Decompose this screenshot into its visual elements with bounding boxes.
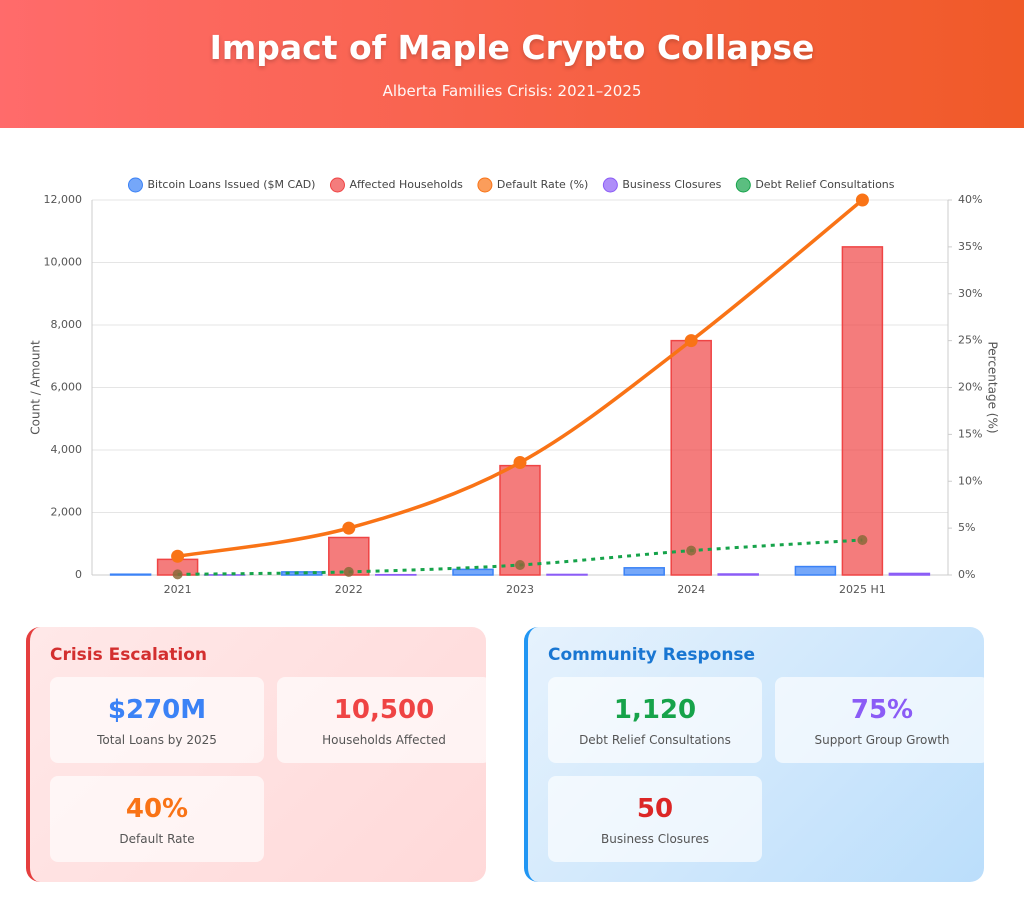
y-tick-label: 8,000 <box>51 318 83 331</box>
stat-label: Households Affected <box>322 733 446 747</box>
point <box>171 549 185 563</box>
legend-marker <box>127 177 143 193</box>
bar <box>499 464 541 576</box>
legend-marker <box>735 177 751 193</box>
title: Impact of Maple Crypto Collapse <box>209 28 815 67</box>
x-tick-label: 2024 <box>677 583 705 596</box>
stat-label: Total Loans by 2025 <box>97 733 217 747</box>
stat-value: $270M <box>107 695 207 725</box>
y2-tick-label: 10% <box>958 474 982 487</box>
stat-card: 75% Support Group Growth <box>775 677 989 763</box>
point <box>515 560 525 570</box>
x-tick-label: 2022 <box>335 583 363 596</box>
point <box>172 569 183 580</box>
stat-value: 50 <box>636 794 674 824</box>
panel-title: Community Response <box>548 645 756 665</box>
panel-title: Crisis Escalation <box>50 645 207 665</box>
stat-label: Business Closures <box>601 832 709 846</box>
header: Impact of Maple Crypto Collapse Alberta … <box>0 0 1024 128</box>
point <box>686 545 697 556</box>
legend-marker <box>602 177 618 193</box>
bar <box>623 567 665 576</box>
y-tick-label: 12,000 <box>44 193 83 206</box>
stat-card: 10,500 Households Affected <box>277 677 491 763</box>
y-tick-label: 6,000 <box>51 381 83 394</box>
legend-label: Affected Households <box>349 178 463 191</box>
point <box>513 456 527 469</box>
stat-label: Support Group Growth <box>814 733 950 747</box>
y2-tick-label: 20% <box>958 381 982 394</box>
card-grid: 1,120 Debt Relief Consultations 75% Support… <box>548 677 989 862</box>
bar <box>109 573 152 576</box>
y-tick-label: 0 <box>75 568 82 581</box>
stat-card: 40% Default Rate <box>50 776 264 862</box>
legend-label: Debt Relief Consultations <box>755 178 894 191</box>
legend-label: Default Rate (%) <box>497 178 588 191</box>
x-tick-label: 2023 <box>506 583 534 596</box>
y-axis-title: Count / Amount <box>29 340 43 435</box>
point <box>342 521 356 535</box>
x-tick-label: 2025 H1 <box>839 583 886 596</box>
stat-value: 10,500 <box>333 695 435 725</box>
stat-card: 1,120 Debt Relief Consultations <box>548 677 762 763</box>
y2-tick-label: 40% <box>958 193 982 206</box>
y2-tick-label: 0% <box>958 568 975 581</box>
bar <box>717 573 759 576</box>
point <box>857 535 868 545</box>
panel: Community Response 1,120 Debt Relief Consu… <box>524 627 989 882</box>
legend-marker <box>329 177 345 193</box>
legend-marker <box>477 177 493 193</box>
bar <box>888 572 931 576</box>
stat-value: 40% <box>125 794 189 824</box>
stat-value: 1,120 <box>613 695 697 725</box>
legend-label: Business Closures <box>622 178 721 191</box>
y2-tick-label: 35% <box>958 240 982 253</box>
y-tick-label: 4,000 <box>51 443 83 456</box>
stat-card: $270M Total Loans by 2025 <box>50 677 264 763</box>
point <box>343 566 354 577</box>
stat-card: 50 Business Closures <box>548 776 762 862</box>
y2-tick-label: 30% <box>958 287 982 300</box>
bar <box>794 565 837 576</box>
y-tick-label: 2,000 <box>51 506 83 519</box>
point <box>855 193 869 207</box>
card-grid: $270M Total Loans by 2025 10,500 Households… <box>50 677 491 862</box>
point <box>684 334 698 348</box>
y2-tick-label: 25% <box>958 334 982 347</box>
y-tick-label: 10,000 <box>44 256 83 269</box>
legend-label: Bitcoin Loans Issued ($M CAD) <box>147 178 315 191</box>
y2-axis-title: Percentage (%) <box>986 341 1000 433</box>
chart: 0 2,000 4,000 6,000 8,000 10,000 12,000 0% 5% 10%… <box>29 177 1000 596</box>
bar <box>452 568 494 576</box>
y2-tick-label: 5% <box>958 521 975 534</box>
bar <box>670 339 712 576</box>
bar <box>841 246 884 576</box>
stat-label: Debt Relief Consultations <box>579 733 731 747</box>
y2-tick-label: 15% <box>958 427 982 440</box>
stat-value: 75% <box>850 695 914 725</box>
panel: Crisis Escalation $270M Total Loans by 202… <box>26 627 491 882</box>
subtitle: Alberta Families Crisis: 2021–2025 <box>382 82 642 100</box>
bar <box>546 573 588 576</box>
x-tick-label: 2021 <box>164 583 192 596</box>
stat-label: Default Rate <box>119 832 195 846</box>
